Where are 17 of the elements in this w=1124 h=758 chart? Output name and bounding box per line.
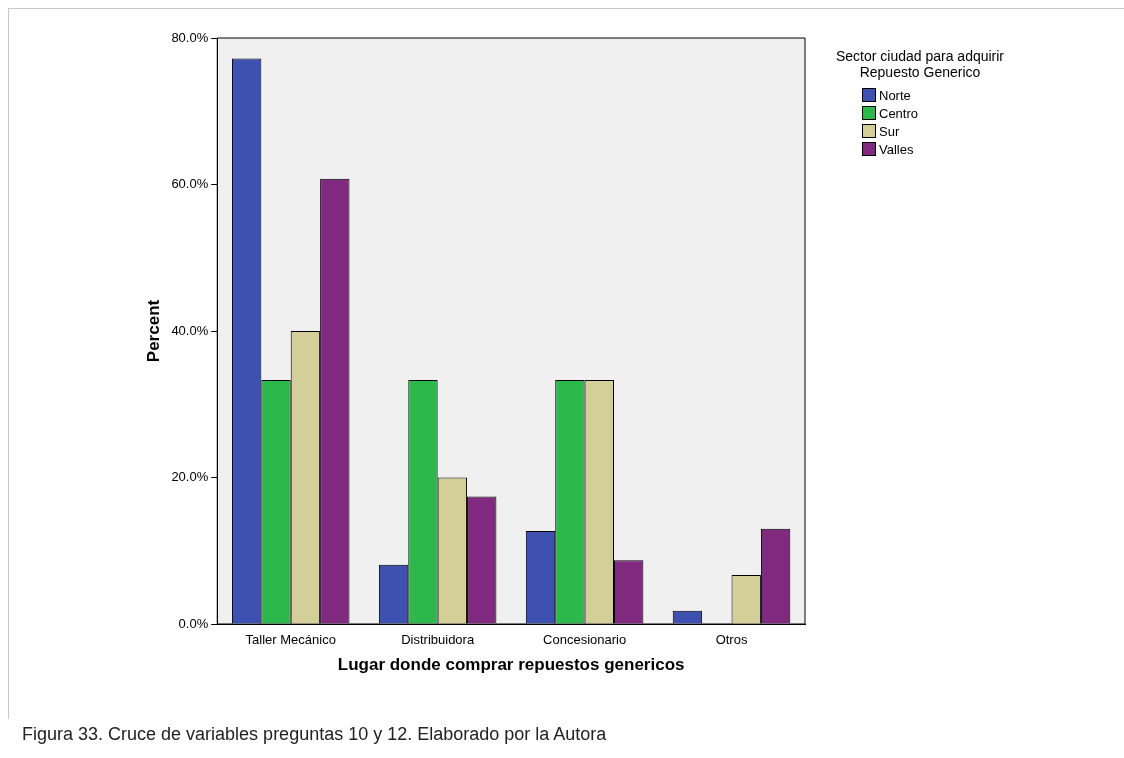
y-tick-label: 40.0% xyxy=(171,322,209,338)
y-axis-title: Percent xyxy=(143,299,163,363)
legend-label: Valles xyxy=(879,141,914,157)
y-tick-label: 0.0% xyxy=(178,615,209,631)
x-tick-label: Taller Mecánico xyxy=(245,632,336,648)
x-axis-title: Lugar donde comprar repuestos genericos xyxy=(337,655,685,675)
text: Figura 33. Cruce de variables preguntas 10 y 12. Elaborado por la Autora xyxy=(22,724,607,745)
y-tick-label: 60.0% xyxy=(171,176,209,192)
x-tick-label: Concesionario xyxy=(543,632,627,648)
y-tick-label: 80.0% xyxy=(171,29,209,45)
legend-label: Norte xyxy=(879,87,911,103)
legend-label: Sur xyxy=(879,123,900,139)
legend-label: Centro xyxy=(879,105,919,121)
x-tick-label: Otros xyxy=(715,632,748,648)
x-tick-label: Distribuidora xyxy=(401,632,475,648)
y-tick-label: 20.0% xyxy=(171,469,209,485)
legend-title: Sector ciudad para adquirir Repuesto Generico xyxy=(834,48,1006,80)
